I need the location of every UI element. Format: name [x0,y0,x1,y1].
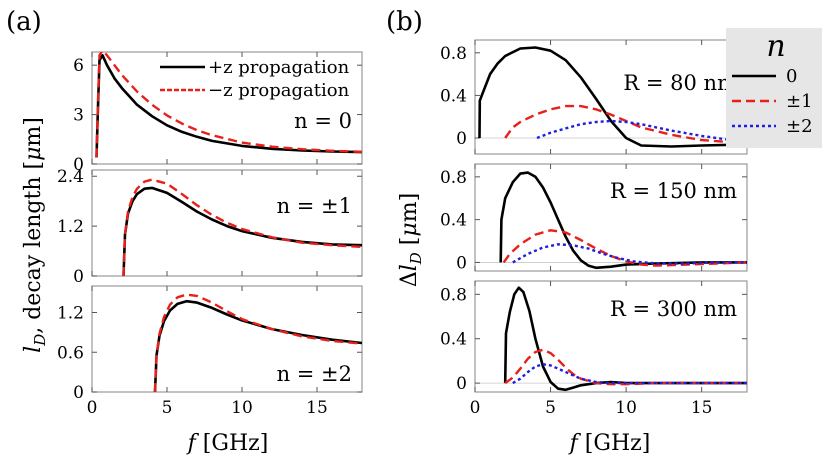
panel-b2-series-red [504,348,747,386]
panel-b1-ytick-label: 0 [456,253,467,273]
panel-b1-ytick-label: 0.8 [440,168,467,188]
panel-a0: 0 3 6 n = 0 [73,51,363,175]
legend-b-n2-label: ±2 [786,116,813,137]
panel-b1-series-black [499,171,747,270]
legend-b-n0-label: 0 [786,66,797,87]
panel-b0-annotation: R = 80 nm [623,71,737,95]
legend-b-background [726,28,822,148]
panel-a1-frame [91,169,363,277]
panel-b2-xtick-label: 10 [615,398,637,418]
legend-a-minus-label: −z propagation [208,80,350,101]
panel-a1-ytick-label: 0 [73,267,84,287]
panel-a0-ytick-label: 3 [73,106,84,126]
panel-b0-ytick-label: 0 [456,129,467,149]
panel-b1-series-blue [512,243,747,265]
panel-a0-series-black [95,53,362,158]
panel-b0-series-red [504,104,747,145]
legend-a: +z propagation −z propagation [160,57,350,101]
legend-a-plus-label: +z propagation [208,57,350,78]
panel-a2-xtick-label: 5 [162,398,173,418]
panel-a1-ytick-label: 1.2 [57,217,84,237]
panel-a0-annotation: n = 0 [294,109,352,133]
panel-a0-ytick-label: 6 [73,56,84,76]
legend-b: n 0 ±1 ±2 [726,28,822,148]
panel-a1: 0 1.2 2.4 n = ±1 [57,167,363,287]
panel-a2-series-red [153,293,362,392]
panel-a2-xtick-label: 0 [87,398,98,418]
panel-b2-ytick-label: 0.4 [440,330,467,350]
panel-a0-frame [91,51,363,165]
panel-b0-series-black [478,46,747,148]
panel-a2-xtick-label: 10 [231,398,253,418]
panel-b-y-axis-label: ΔlD [μm] [397,193,425,287]
panel-b0-frame [474,39,748,155]
panel-b2-annotation: R = 300 nm [610,297,737,321]
panel-a-label: (a) [6,7,42,37]
panel-b0-ytick-label: 0.4 [440,86,467,106]
panel-b1-series-red [502,229,747,267]
panel-b2-ytick-label: 0.8 [440,285,467,305]
panel-b2-series-black [503,286,747,392]
panel-b2-ytick-label: 0 [456,374,467,394]
panel-a0-ytick-label: 0 [73,155,84,175]
panel-b2-xtick-label: 15 [691,398,713,418]
panel-a2: 0 5 10 15 0 0.6 1.2 n = ±2 [57,285,363,418]
panel-b0: 0 0.4 0.8 R = 80 nm [440,39,748,155]
panel-a1-annotation: n = ±1 [277,194,352,218]
panel-a0-series-red [95,52,362,158]
panel-b-x-axis-label: f [GHz] [568,431,651,456]
panel-a1-series-red [122,178,362,276]
panel-a-y-axis-label: lD, decay length [μm] [21,117,49,353]
panel-b2-xtick-label: 5 [545,398,556,418]
panel-b1: 0 0.4 0.8 R = 150 nm [440,163,748,273]
panel-a2-frame [91,285,363,393]
panel-b2-xtick-label: 0 [470,398,481,418]
panel-a2-ytick-label: 1.2 [57,304,84,324]
panel-b1-ytick-label: 0.4 [440,211,467,231]
panel-a2-xtick-label: 15 [306,398,328,418]
panel-a1-ytick-label: 2.4 [57,167,84,187]
panel-b2-frame [474,280,748,393]
legend-b-n1-label: ±1 [786,91,813,112]
panel-a-x-axis-label: f [GHz] [186,431,269,456]
panel-a2-ytick-label: 0.6 [57,343,84,363]
panel-b2: 0 5 10 15 0 0.4 0.8 R = 300 nm [440,280,748,418]
panel-b1-annotation: R = 150 nm [610,179,737,203]
legend-b-title: n [766,29,785,64]
panel-a2-ytick-label: 0 [73,383,84,403]
panel-b-label: (b) [386,7,423,37]
panel-b0-ytick-label: 0.8 [440,44,467,64]
panel-b1-frame [474,163,748,272]
panel-a2-annotation: n = ±2 [277,362,352,386]
panel-b0-series-blue [536,119,747,144]
